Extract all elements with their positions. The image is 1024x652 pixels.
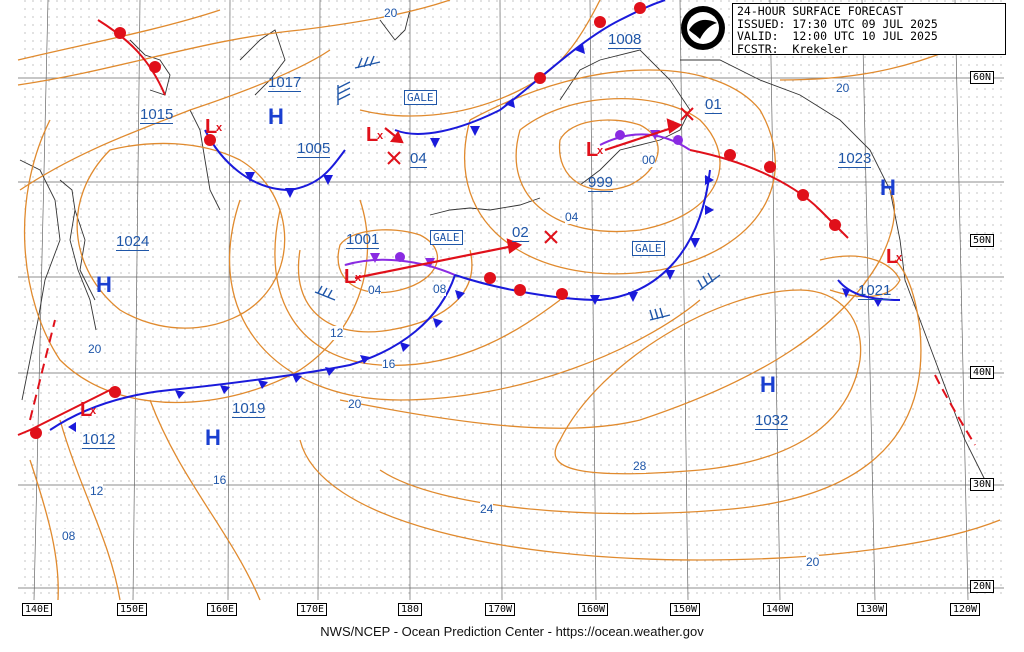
fcstr-label: FCSTR: [737,41,779,56]
latitude-label: 20N [970,580,995,593]
longitude-label: 160W [578,603,609,616]
svg-text:H: H [96,272,112,297]
pressure-label-low: 1008 [608,31,642,49]
isobar-label: 04 [368,283,382,297]
gale-warning-box: GALE [632,241,665,256]
longitude-label: 130W [857,603,888,616]
svg-text:x: x [377,130,384,142]
pressure-label-low: 1012 [82,431,116,449]
forecast-x-marks [387,107,694,244]
forecaster-name: Krekeler [792,41,848,56]
longitude-label: 180 [398,603,423,616]
pressure-label-low: 1021 [858,282,892,300]
svg-text:L: L [586,139,598,161]
svg-text:x: x [90,405,97,417]
storm-motion-arrows [354,118,683,280]
isobar-label: 08 [433,282,447,296]
gale-warning-box: GALE [404,90,437,105]
svg-text:H: H [880,175,896,200]
svg-text:L: L [80,399,92,421]
footer-credit: NWS/NCEP - Ocean Prediction Center - htt… [320,624,704,639]
fronts [17,0,976,446]
svg-text:H: H [205,425,221,450]
pressure-label-low: 1005 [297,140,331,158]
issued-label: ISSUED: [737,16,786,31]
isobar-label: 12 [90,484,104,498]
isobars [17,0,1005,601]
longitude-label: 120W [950,603,981,616]
isobar-label: 12 [330,326,344,340]
chart-title: 24-HOUR SURFACE FORECAST [737,4,904,18]
latitude-label: 60N [970,71,995,84]
warm-front-symbols [30,2,841,439]
longitude-label: 160E [207,603,238,616]
longitude-label: 170W [485,603,516,616]
pressure-label-low: 999 [588,174,614,192]
longitude-label: 150W [670,603,701,616]
issued-line: ISSUED: 17:30 UTC 09 JUL 2025 [737,16,1001,31]
gale-warning-box: GALE [430,230,463,245]
isobar-label: 20 [384,6,398,20]
svg-text:H: H [760,372,776,397]
isobar-label: 20 [348,397,362,411]
isobar-label: 16 [382,357,396,371]
forecast-info-box: 24-HOUR SURFACE FORECAST ISSUED: 17:30 U… [732,3,1006,55]
forecast-pressure-label: 02 [512,224,529,242]
forecaster-line: FCSTR: Krekeler [737,41,1001,56]
longitude-label: 140E [22,603,53,616]
isobar-label: 00 [642,153,656,167]
lat-lon-grid [18,0,1004,601]
latitude-label: 30N [970,478,995,491]
isobar-label: 20 [806,555,820,569]
svg-text:x: x [216,122,223,134]
forecast-pressure-label: 01 [705,96,722,114]
pressure-label-high: 1019 [232,400,266,418]
valid-line: VALID: 12:00 UTC 10 JUL 2025 [737,30,1001,43]
high-symbols: H H H H H [96,104,896,450]
occluded-front-symbols [370,130,683,268]
isobar-label: 08 [62,529,76,543]
low-symbols: Lx Lx Lx Lx Lx Lx [80,116,903,421]
coastlines [19,9,986,481]
latitude-label: 40N [970,366,995,379]
pressure-label-high: 1024 [116,233,150,251]
svg-text:L: L [886,246,898,268]
longitude-label: 140W [763,603,794,616]
valid-time: 12:00 UTC 10 JUL 2025 [792,29,938,43]
noaa-logo-icon [681,6,725,50]
svg-text:L: L [205,116,217,138]
isobar-label: 24 [480,502,494,516]
pressure-label-low: 1015 [140,106,174,124]
pressure-label-high: 1023 [838,150,872,168]
pressure-label-low: 1001 [346,231,380,249]
map-canvas: H H H H H Lx Lx Lx Lx Lx Lx [17,0,1005,601]
isobar-label: 20 [836,81,850,95]
longitude-label: 150E [117,603,148,616]
latitude-label: 50N [970,234,995,247]
svg-text:H: H [268,104,284,129]
issued-time: 17:30 UTC 09 JUL 2025 [792,16,938,31]
cold-front-symbols [68,44,883,432]
longitude-label: 170E [297,603,328,616]
svg-text:x: x [896,252,903,264]
svg-text:x: x [597,145,604,157]
valid-label: VALID: [737,29,779,43]
svg-text:L: L [366,124,378,146]
pressure-label-high: 1032 [755,412,789,430]
isobar-label: 28 [633,459,647,473]
isobar-label: 16 [213,473,227,487]
forecast-pressure-label: 04 [410,150,427,168]
pressure-label-high: 1017 [268,74,302,92]
svg-text:x: x [355,272,362,284]
wind-barbs [314,55,721,321]
isobar-label: 20 [88,342,102,356]
svg-text:L: L [344,266,356,288]
isobar-label: 04 [565,210,579,224]
